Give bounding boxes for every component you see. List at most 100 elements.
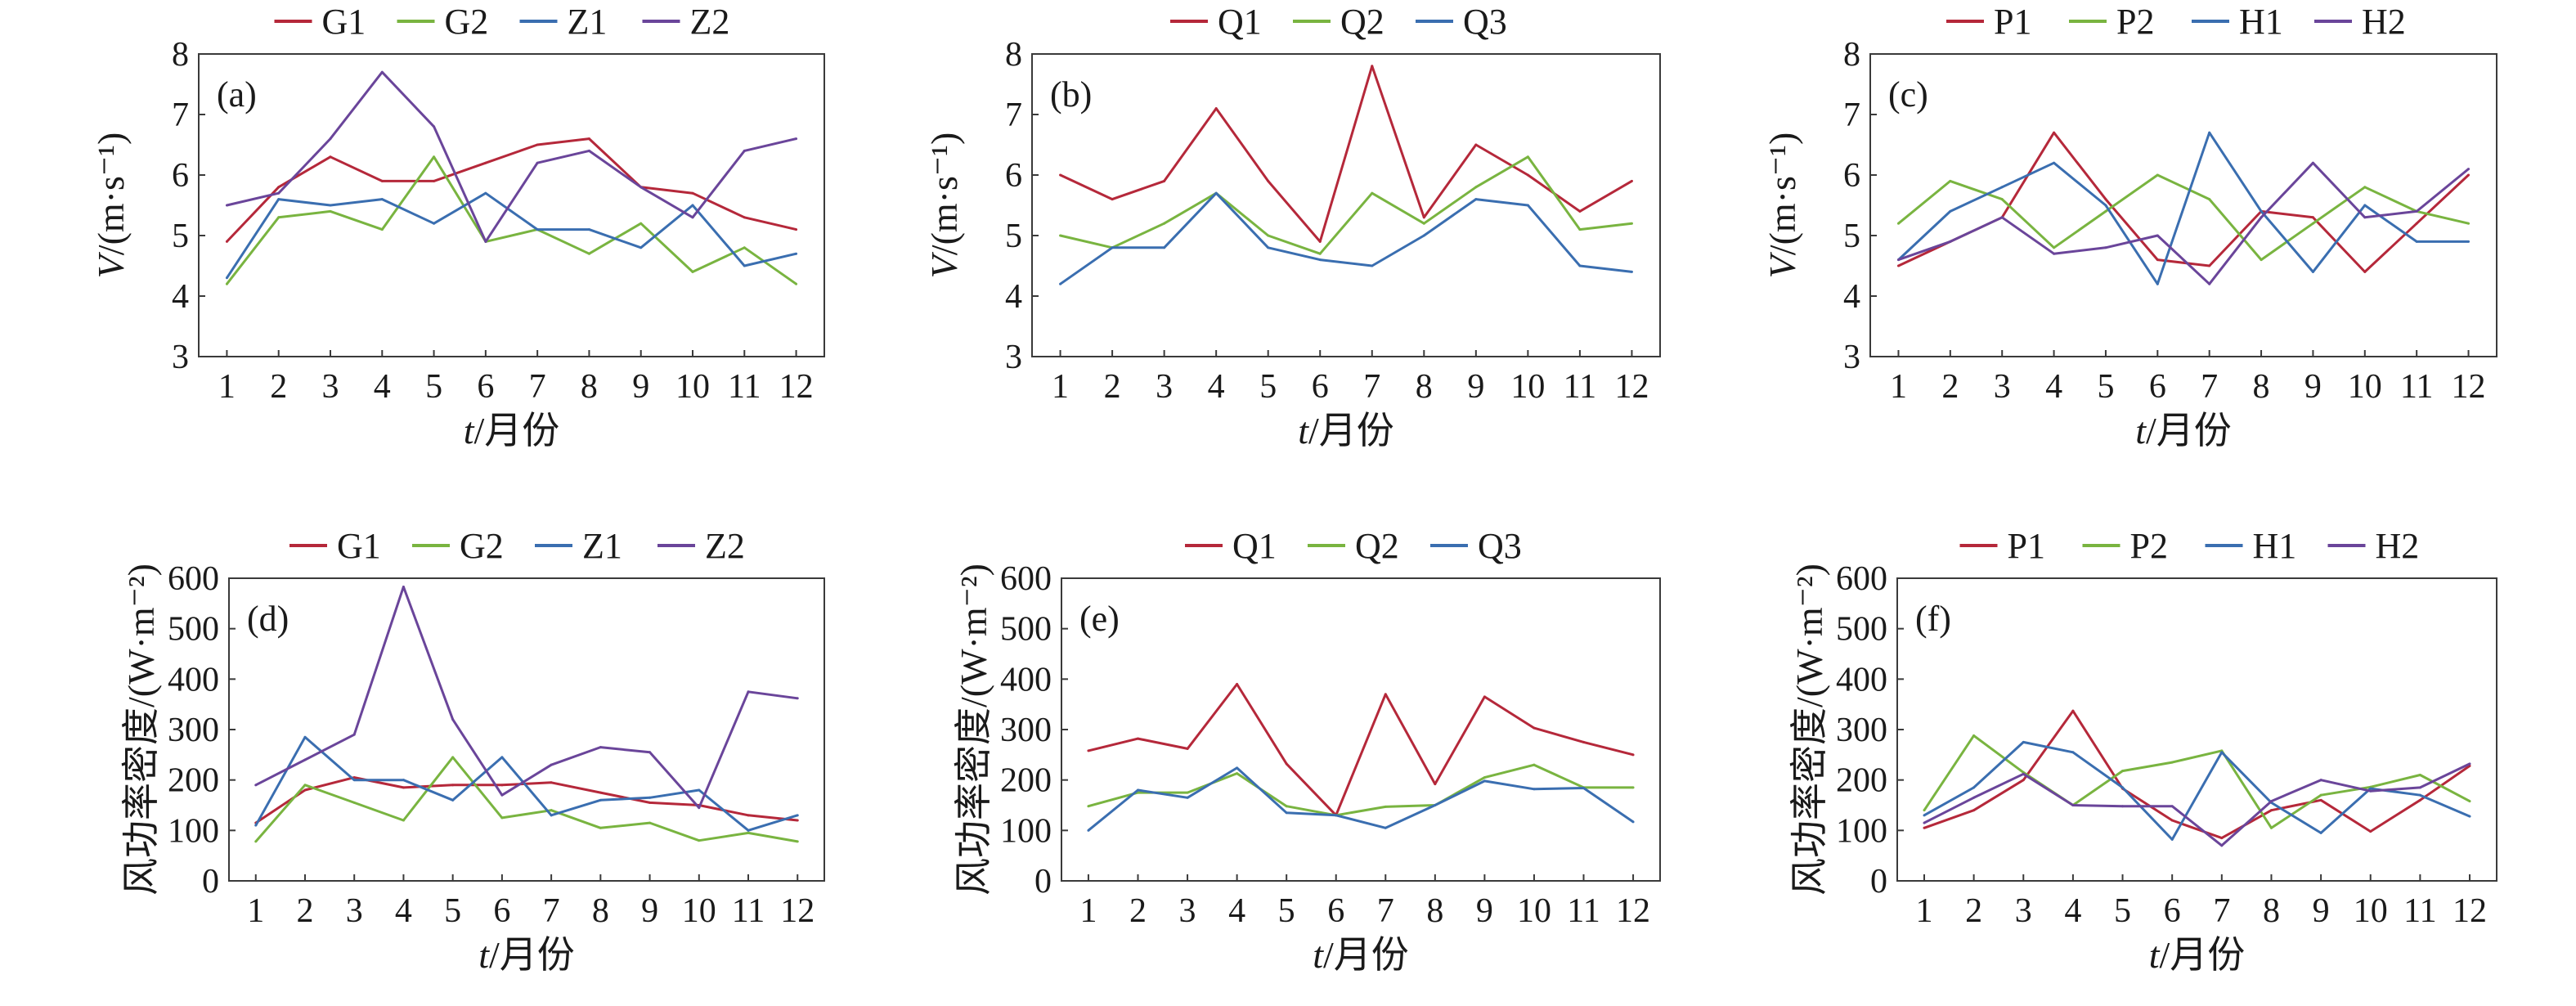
data-point-q3 xyxy=(1434,804,1437,806)
y-axis-title: V/(m·s⁻¹) xyxy=(923,132,965,279)
data-point-q3 xyxy=(1533,788,1536,791)
y-axis-unit: /(m·s⁻¹) xyxy=(1761,132,1803,256)
x-tick-label: 12 xyxy=(2453,892,2487,930)
y-tick-label: 4 xyxy=(172,278,189,316)
data-point-p1 xyxy=(2319,798,2322,802)
series-line-h2 xyxy=(1898,161,2470,285)
data-point-g1 xyxy=(648,801,652,804)
data-point-p1 xyxy=(2269,809,2273,812)
data-point-p2 xyxy=(2269,826,2273,829)
x-tick-label: 11 xyxy=(732,892,765,930)
data-point-g2 xyxy=(352,801,356,804)
x-tick-label: 3 xyxy=(1994,368,2011,406)
data-point-h1 xyxy=(1949,209,1952,213)
data-point-z1 xyxy=(277,198,280,201)
y-tick-label: 100 xyxy=(168,812,219,850)
data-point-q2 xyxy=(1087,805,1090,808)
x-tick-label: 8 xyxy=(592,892,609,930)
x-tick-label: 4 xyxy=(395,892,412,930)
data-point-h1 xyxy=(2260,209,2263,213)
y-tick-label: 200 xyxy=(1000,762,1052,800)
data-point-p1 xyxy=(2220,837,2224,840)
y-tick-label: 4 xyxy=(1005,278,1022,316)
legend-label: H2 xyxy=(2376,526,2420,566)
data-point-p2 xyxy=(1896,222,1900,225)
data-point-z2 xyxy=(484,240,487,243)
data-point-h2 xyxy=(2369,789,2372,793)
legend-label: P2 xyxy=(2130,526,2168,566)
data-point-z1 xyxy=(329,204,332,207)
x-tick-label: 8 xyxy=(581,368,598,406)
data-point-h2 xyxy=(2156,234,2159,237)
data-point-h1 xyxy=(2022,740,2025,743)
legend-label: Z1 xyxy=(582,526,622,566)
x-axis-variable: t xyxy=(2149,934,2161,976)
data-point-p2 xyxy=(2208,198,2211,201)
data-point-q2 xyxy=(1483,776,1486,779)
data-point-p1 xyxy=(2467,173,2471,177)
data-point-p1 xyxy=(1923,826,1926,829)
y-tick-label: 6 xyxy=(1843,157,1860,195)
data-point-h2 xyxy=(2220,844,2224,847)
data-point-g2 xyxy=(329,209,332,213)
y-tick-label: 400 xyxy=(1836,661,1887,698)
legend-label: Q3 xyxy=(1463,2,1507,42)
x-tick-label: 2 xyxy=(270,368,287,406)
data-point-q1 xyxy=(1163,179,1166,182)
data-point-q1 xyxy=(1384,693,1387,696)
x-tick-label: 2 xyxy=(296,892,313,930)
data-point-h2 xyxy=(2468,762,2471,766)
x-tick-label: 10 xyxy=(675,368,710,406)
data-point-p1 xyxy=(2369,830,2372,833)
x-tick-label: 12 xyxy=(779,368,814,406)
x-axis-title: t/月份 xyxy=(2149,934,2246,976)
data-point-g2 xyxy=(640,222,643,225)
data-point-q2 xyxy=(1318,252,1322,255)
legend-item: Q3 xyxy=(1416,2,1507,42)
y-tick-label: 6 xyxy=(1005,157,1022,195)
x-tick-label: 6 xyxy=(1327,892,1344,930)
data-point-z1 xyxy=(451,798,455,802)
y-tick-label: 0 xyxy=(1034,863,1052,900)
legend-label: G1 xyxy=(322,2,366,42)
y-axis-title: V/(m·s⁻¹) xyxy=(90,132,132,279)
data-point-q1 xyxy=(1483,695,1486,698)
data-point-g1 xyxy=(747,814,750,817)
data-point-q1 xyxy=(1186,747,1189,750)
data-point-g1 xyxy=(587,137,590,141)
data-point-h2 xyxy=(2319,779,2322,782)
data-point-p1 xyxy=(2170,819,2174,822)
y-tick-label: 200 xyxy=(1836,762,1887,800)
y-tick-label: 100 xyxy=(1836,812,1887,850)
series-line-z2 xyxy=(227,70,797,243)
data-point-q2 xyxy=(1474,186,1478,189)
x-axis-unit: /月份 xyxy=(489,934,575,976)
data-point-p1 xyxy=(2208,264,2211,267)
legend-label: Q1 xyxy=(1232,526,1277,566)
series-line-g1 xyxy=(226,137,797,243)
data-point-q1 xyxy=(1318,240,1322,243)
data-point-p1 xyxy=(2363,270,2367,273)
data-point-p2 xyxy=(2467,222,2471,225)
legend-item: P2 xyxy=(2082,526,2168,566)
data-point-q2 xyxy=(1186,791,1189,794)
data-point-p1 xyxy=(2053,131,2056,134)
data-point-z1 xyxy=(587,228,590,231)
data-point-q3 xyxy=(1422,234,1425,237)
data-point-g2 xyxy=(254,840,258,843)
legend-label: Z2 xyxy=(690,2,730,42)
data-point-z2 xyxy=(550,763,553,766)
data-point-q2 xyxy=(1059,234,1062,237)
data-point-p2 xyxy=(2104,209,2107,213)
legend-item: Q3 xyxy=(1430,526,1522,566)
x-tick-label: 2 xyxy=(1965,892,1982,930)
data-point-h2 xyxy=(2260,216,2263,219)
x-tick-label: 12 xyxy=(2452,368,2486,406)
y-tick-label: 400 xyxy=(168,661,219,698)
data-point-q3 xyxy=(1285,811,1288,815)
